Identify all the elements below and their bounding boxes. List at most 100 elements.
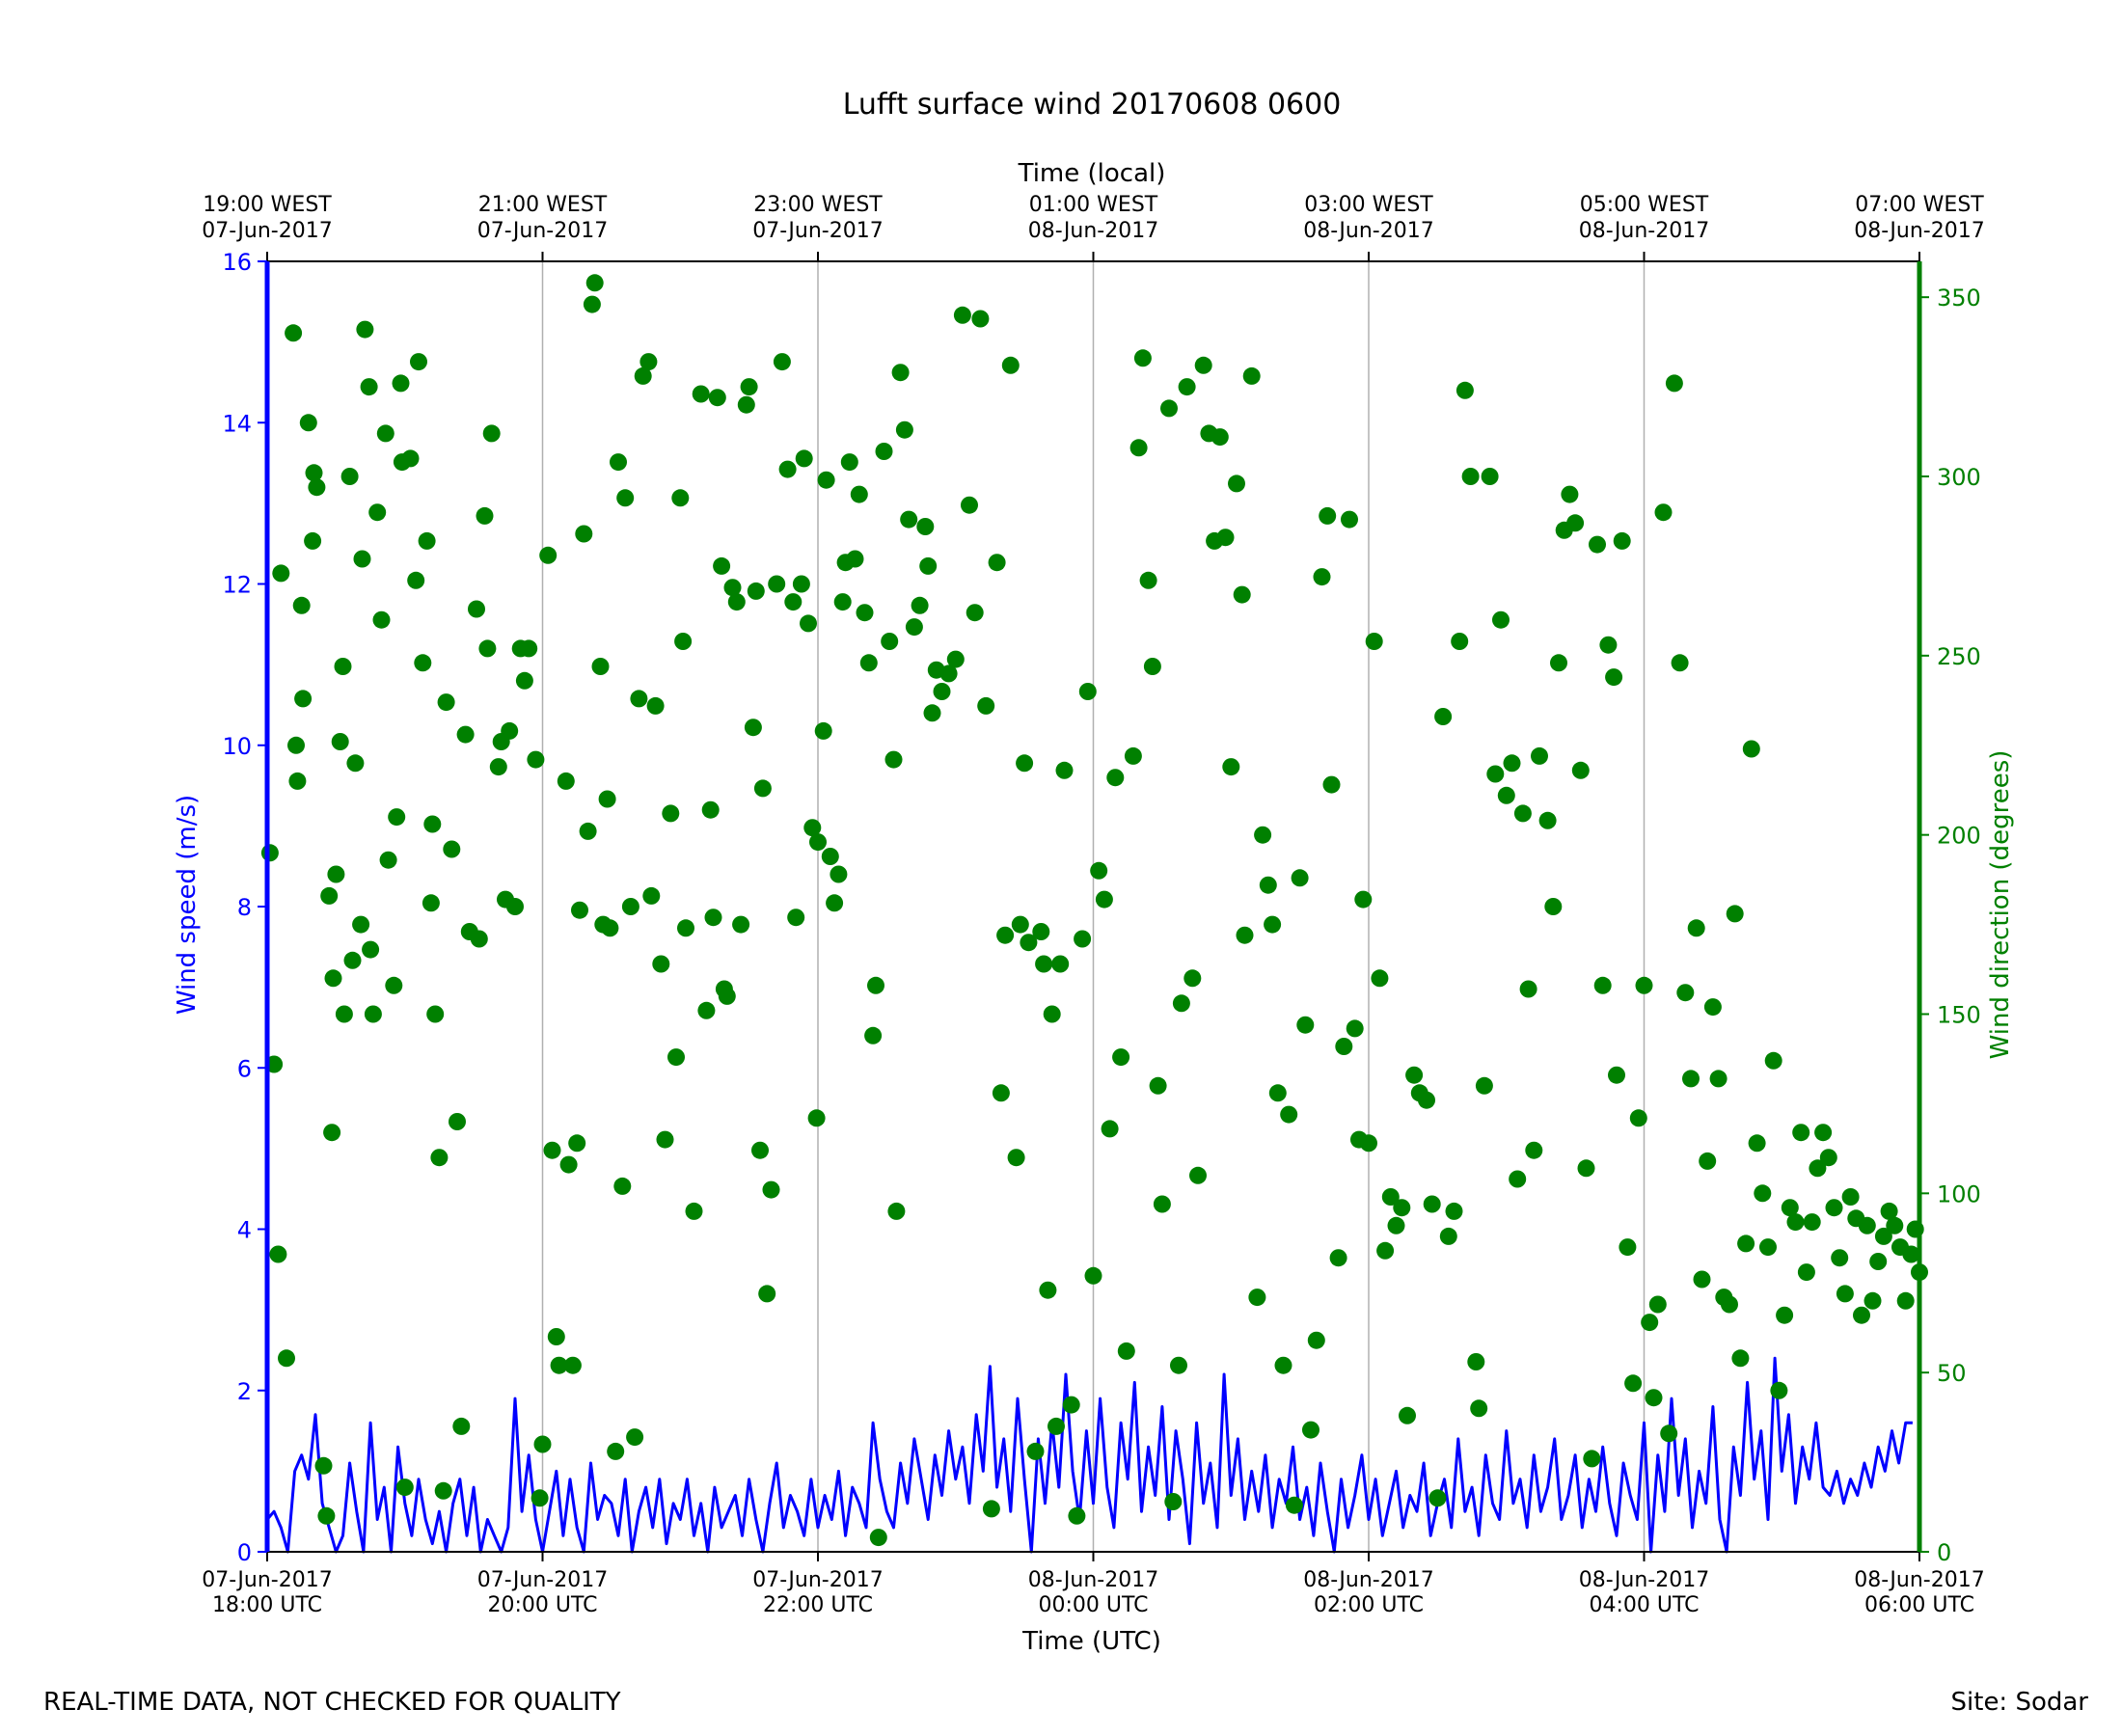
direction-point (1497, 786, 1515, 804)
direction-point (1759, 1238, 1777, 1257)
direction-point (916, 518, 935, 535)
direction-point (1635, 976, 1653, 994)
direction-point (1236, 926, 1254, 944)
right-tick-label: 300 (1937, 464, 1981, 491)
direction-point (1665, 374, 1683, 393)
direction-point (1055, 761, 1074, 779)
right-tick-label: 0 (1937, 1539, 1951, 1566)
direction-point (1313, 568, 1331, 586)
left-tick-label: 8 (237, 894, 252, 921)
direction-point (305, 464, 323, 482)
direction-point (1470, 1399, 1488, 1418)
direction-point (732, 915, 750, 934)
direction-point (1803, 1213, 1821, 1232)
bottom-tick-time: 02:00 UTC (1314, 1593, 1424, 1617)
direction-point (1139, 571, 1157, 589)
direction-point (392, 374, 410, 393)
direction-point (501, 721, 519, 740)
direction-point (1078, 683, 1097, 700)
direction-point (1742, 740, 1760, 758)
direction-point (1020, 934, 1038, 952)
left-tick-label: 12 (222, 572, 252, 599)
direction-point (1026, 1442, 1045, 1460)
direction-point (859, 654, 878, 672)
direction-point (992, 1084, 1010, 1102)
direction-point (1360, 1134, 1377, 1153)
left-tick-label: 2 (237, 1378, 252, 1405)
direction-point (1222, 758, 1240, 776)
direction-point (265, 1055, 284, 1073)
direction-point (1242, 366, 1261, 385)
direction-point (1387, 1216, 1405, 1234)
direction-point (1371, 969, 1389, 988)
direction-point (753, 779, 772, 798)
direction-point (869, 1529, 887, 1547)
direction-point (1619, 1238, 1637, 1257)
direction-point (1566, 514, 1585, 532)
direction-point (452, 1417, 471, 1435)
direction-point (821, 848, 839, 865)
direction-point (1770, 1381, 1788, 1399)
speed-series (265, 1356, 1913, 1554)
direction-point (768, 575, 786, 593)
left-tick-label: 10 (222, 733, 252, 760)
direction-point (287, 736, 305, 754)
top-tick-date: 07-Jun-2017 (477, 219, 608, 243)
direction-point (1550, 654, 1567, 672)
direction-point (856, 604, 874, 622)
direction-point (905, 618, 923, 637)
right-tick-label: 250 (1937, 643, 1981, 670)
quality-footer: REAL-TIME DATA, NOT CHECKED FOR QUALITY (43, 1688, 621, 1717)
direction-point (1605, 668, 1623, 687)
direction-point (867, 976, 884, 994)
direction-point (1423, 1195, 1441, 1213)
direction-point (364, 1005, 382, 1023)
direction-point (543, 1141, 561, 1159)
direction-point (1445, 1202, 1463, 1220)
direction-point (1418, 1091, 1435, 1109)
direction-point (639, 353, 658, 371)
left-tick-label: 6 (237, 1055, 252, 1082)
direction-point (288, 772, 307, 790)
direction-point (1001, 356, 1020, 374)
direction-point (1583, 1450, 1601, 1468)
direction-point (470, 930, 488, 948)
direction-point (1613, 531, 1631, 550)
direction-point (1645, 1389, 1663, 1407)
direction-point (1682, 1070, 1700, 1088)
direction-point (692, 385, 710, 403)
direction-point (1577, 1159, 1595, 1178)
direction-point (456, 725, 475, 744)
direction-point (1660, 1424, 1678, 1443)
direction-point (272, 564, 290, 583)
direction-point (1322, 775, 1341, 794)
direction-point (884, 750, 903, 769)
direction-point (1039, 1281, 1057, 1299)
direction-point (1451, 633, 1469, 650)
direction-point (401, 449, 420, 468)
direction-point (723, 579, 742, 597)
direction-point (933, 683, 951, 700)
bottom-tick-date: 07-Jun-2017 (202, 1568, 332, 1592)
chart-title: Lufft surface wind 20170608 0600 (843, 88, 1342, 122)
direction-point (1503, 754, 1521, 773)
direction-point (697, 1001, 716, 1019)
direction-point (1439, 1227, 1457, 1245)
direction-point (527, 750, 545, 769)
direction-point (642, 886, 661, 905)
top-tick-time: 03:00 WEST (1304, 193, 1433, 217)
direction-point (1492, 610, 1510, 629)
direction-point (662, 804, 680, 823)
direction-point (356, 320, 374, 339)
direction-point (1264, 915, 1282, 934)
direction-point (727, 593, 746, 611)
direction-point (1296, 1016, 1315, 1034)
direction-point (646, 696, 665, 715)
direction-point (1268, 1084, 1287, 1102)
direction-point (1405, 1066, 1424, 1084)
direction-point (634, 366, 652, 385)
bottom-tick-time: 22:00 UTC (763, 1593, 873, 1617)
direction-point (1571, 761, 1590, 779)
bottom-tick-time: 06:00 UTC (1864, 1593, 1974, 1617)
